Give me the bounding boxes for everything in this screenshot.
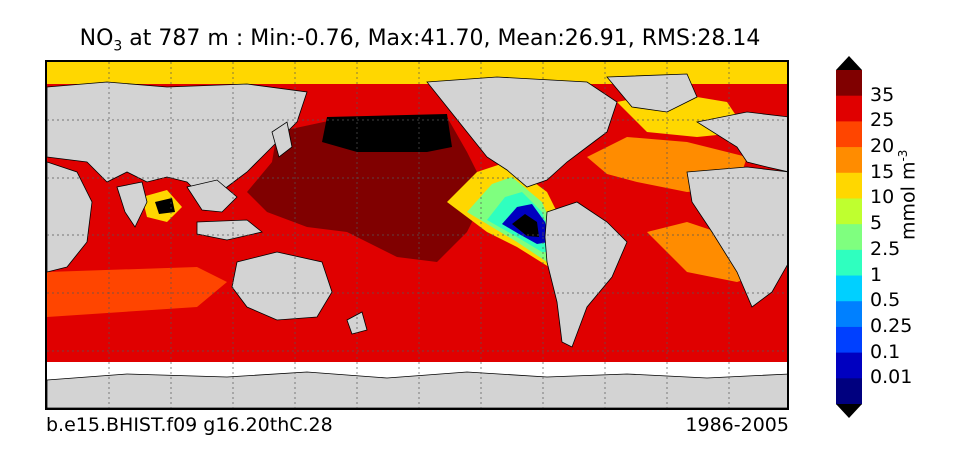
colorbar-tick-label: 25 [870, 109, 895, 132]
colorbar-tick-label: 1 [870, 263, 883, 286]
colorbar-segment [836, 172, 862, 199]
colorbar-tick-label: 0.01 [870, 366, 913, 389]
india [116, 181, 148, 228]
map-panel [45, 60, 789, 410]
grid-lines [47, 62, 787, 408]
land-masses [47, 73, 787, 408]
eurasia-west [47, 81, 308, 203]
colorbar-segment [836, 70, 862, 97]
north-pacific-max [322, 114, 452, 152]
north-pacific-high [247, 117, 487, 262]
colorbar-under-arrow [836, 404, 862, 418]
africa-east-part [686, 166, 787, 308]
map-title: NO3 at 787 m : Min:-0.76, Max:41.70, Mea… [0, 26, 840, 54]
units-exponent: -3 [896, 149, 910, 162]
colorbar-segment [836, 326, 862, 354]
greenland [606, 73, 698, 113]
colorbar-tick-label: 20 [870, 135, 895, 158]
europe [695, 111, 787, 172]
time-period-label: 1986-2005 [685, 414, 789, 436]
title-stats: at 787 m : Min:-0.76, Max:41.70, Mean:26… [122, 26, 761, 51]
colorbar-tick-label: 0.5 [870, 289, 901, 312]
colorbar-segment [836, 147, 862, 174]
colorbar-segment [836, 301, 862, 328]
antarctica [47, 371, 787, 408]
australia [231, 251, 333, 321]
japan [271, 121, 293, 158]
colorbar-segment [836, 275, 862, 302]
world-map [47, 62, 787, 408]
colorbar-segment [836, 224, 862, 251]
colorbar-tick-label: 35 [870, 83, 895, 106]
etp-core [512, 214, 539, 237]
colorbar-tick-label: 15 [870, 160, 895, 183]
model-run-label: b.e15.BHIST.f09 g16.20thC.28 [46, 414, 333, 436]
colorbar-segment [836, 378, 862, 405]
southern-indian-orange [47, 267, 227, 317]
arctic-band [47, 62, 787, 84]
colorbar-units: mmol m-3 [896, 150, 919, 240]
colorbar-tick-label: 10 [870, 186, 895, 209]
colorbar-segment [836, 249, 862, 277]
colorbar-over-arrow [836, 56, 862, 70]
africa-west-part [47, 161, 93, 273]
colorbar-segment [836, 352, 862, 379]
colorbar-tick-label: 2.5 [870, 237, 901, 260]
arabian-sea-core [155, 198, 175, 214]
colorbar-segment [836, 198, 862, 225]
units-text: mmol m [897, 161, 920, 240]
southeast-asia [186, 179, 238, 213]
north-america [426, 76, 618, 188]
colorbar-tick-label: 0.25 [870, 314, 913, 337]
colorbar-segment [836, 95, 862, 122]
title-variable-subscript: 3 [113, 38, 123, 55]
colorbar-segment [836, 121, 862, 148]
south-america [544, 201, 628, 348]
colorbar-tick-label: 5 [870, 212, 883, 235]
colorbar [836, 56, 862, 418]
colorbar-tick-label: 0.1 [870, 340, 901, 363]
title-variable: NO [79, 26, 114, 51]
